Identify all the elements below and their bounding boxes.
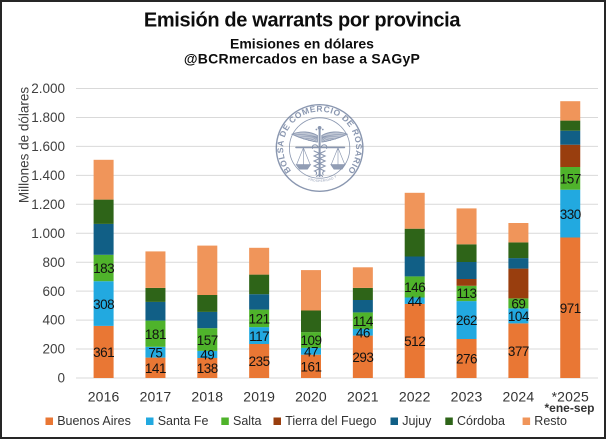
svg-text:146: 146 bbox=[404, 280, 425, 295]
svg-text:1.400: 1.400 bbox=[31, 168, 65, 183]
svg-text:@BCRmercados en base a SAGyP: @BCRmercados en base a SAGyP bbox=[184, 50, 420, 66]
svg-text:2022: 2022 bbox=[399, 389, 431, 405]
svg-text:2019: 2019 bbox=[243, 389, 275, 405]
svg-text:377: 377 bbox=[508, 344, 529, 359]
svg-text:44: 44 bbox=[408, 294, 423, 309]
svg-text:0: 0 bbox=[57, 371, 65, 386]
svg-text:400: 400 bbox=[42, 313, 65, 328]
svg-text:75: 75 bbox=[148, 345, 162, 360]
svg-text:2024: 2024 bbox=[503, 389, 535, 405]
svg-text:600: 600 bbox=[42, 284, 65, 299]
svg-text:2017: 2017 bbox=[140, 389, 172, 405]
svg-text:69: 69 bbox=[511, 297, 525, 312]
svg-text:330: 330 bbox=[560, 207, 581, 222]
svg-text:2.000: 2.000 bbox=[31, 81, 65, 96]
svg-text:2021: 2021 bbox=[347, 389, 379, 405]
svg-text:Santa Fe: Santa Fe bbox=[158, 414, 209, 428]
svg-text:Salta: Salta bbox=[233, 414, 262, 428]
svg-text:361: 361 bbox=[93, 345, 114, 360]
svg-text:157: 157 bbox=[560, 172, 581, 187]
svg-text:235: 235 bbox=[249, 354, 270, 369]
svg-text:Jujuy: Jujuy bbox=[402, 414, 432, 428]
svg-text:183: 183 bbox=[93, 261, 114, 276]
svg-text:47: 47 bbox=[304, 345, 318, 360]
svg-text:971: 971 bbox=[560, 301, 581, 316]
svg-text:Emisión de warrants por provin: Emisión de warrants por provincia bbox=[144, 9, 462, 31]
svg-text:161: 161 bbox=[300, 360, 321, 375]
svg-text:262: 262 bbox=[456, 313, 477, 328]
svg-text:308: 308 bbox=[93, 297, 114, 312]
svg-text:157: 157 bbox=[197, 333, 218, 348]
svg-text:1.200: 1.200 bbox=[31, 197, 65, 212]
svg-text:114: 114 bbox=[353, 314, 374, 329]
svg-text:2016: 2016 bbox=[88, 389, 120, 405]
svg-text:109: 109 bbox=[300, 333, 321, 348]
svg-text:141: 141 bbox=[145, 361, 166, 376]
svg-text:1.800: 1.800 bbox=[31, 110, 65, 125]
svg-text:121: 121 bbox=[249, 312, 270, 327]
svg-text:181: 181 bbox=[145, 327, 166, 342]
svg-text:2018: 2018 bbox=[191, 389, 223, 405]
svg-text:Millones de dólares: Millones de dólares bbox=[17, 87, 32, 204]
svg-text:276: 276 bbox=[456, 352, 477, 367]
svg-text:Buenos Aires: Buenos Aires bbox=[57, 414, 131, 428]
svg-text:Tierra del Fuego: Tierra del Fuego bbox=[285, 414, 376, 428]
svg-text:46: 46 bbox=[356, 326, 370, 341]
svg-text:Córdoba: Córdoba bbox=[457, 414, 505, 428]
svg-text:2020: 2020 bbox=[295, 389, 327, 405]
svg-text:293: 293 bbox=[352, 350, 373, 365]
svg-text:200: 200 bbox=[42, 342, 65, 357]
svg-text:49: 49 bbox=[200, 348, 214, 363]
svg-text:104: 104 bbox=[508, 309, 530, 324]
svg-text:512: 512 bbox=[404, 334, 425, 349]
svg-text:2023: 2023 bbox=[451, 389, 483, 405]
svg-text:Emisiones en dólares: Emisiones en dólares bbox=[230, 36, 374, 52]
svg-text:*ene-sep: *ene-sep bbox=[544, 401, 594, 415]
svg-text:800: 800 bbox=[42, 255, 65, 270]
svg-text:1.600: 1.600 bbox=[31, 139, 65, 154]
svg-text:*2025: *2025 bbox=[552, 389, 589, 405]
svg-text:113: 113 bbox=[457, 286, 477, 301]
svg-text:Resto: Resto bbox=[534, 414, 567, 428]
svg-text:138: 138 bbox=[197, 361, 218, 376]
svg-text:1.000: 1.000 bbox=[31, 226, 65, 241]
svg-text:117: 117 bbox=[249, 329, 269, 344]
